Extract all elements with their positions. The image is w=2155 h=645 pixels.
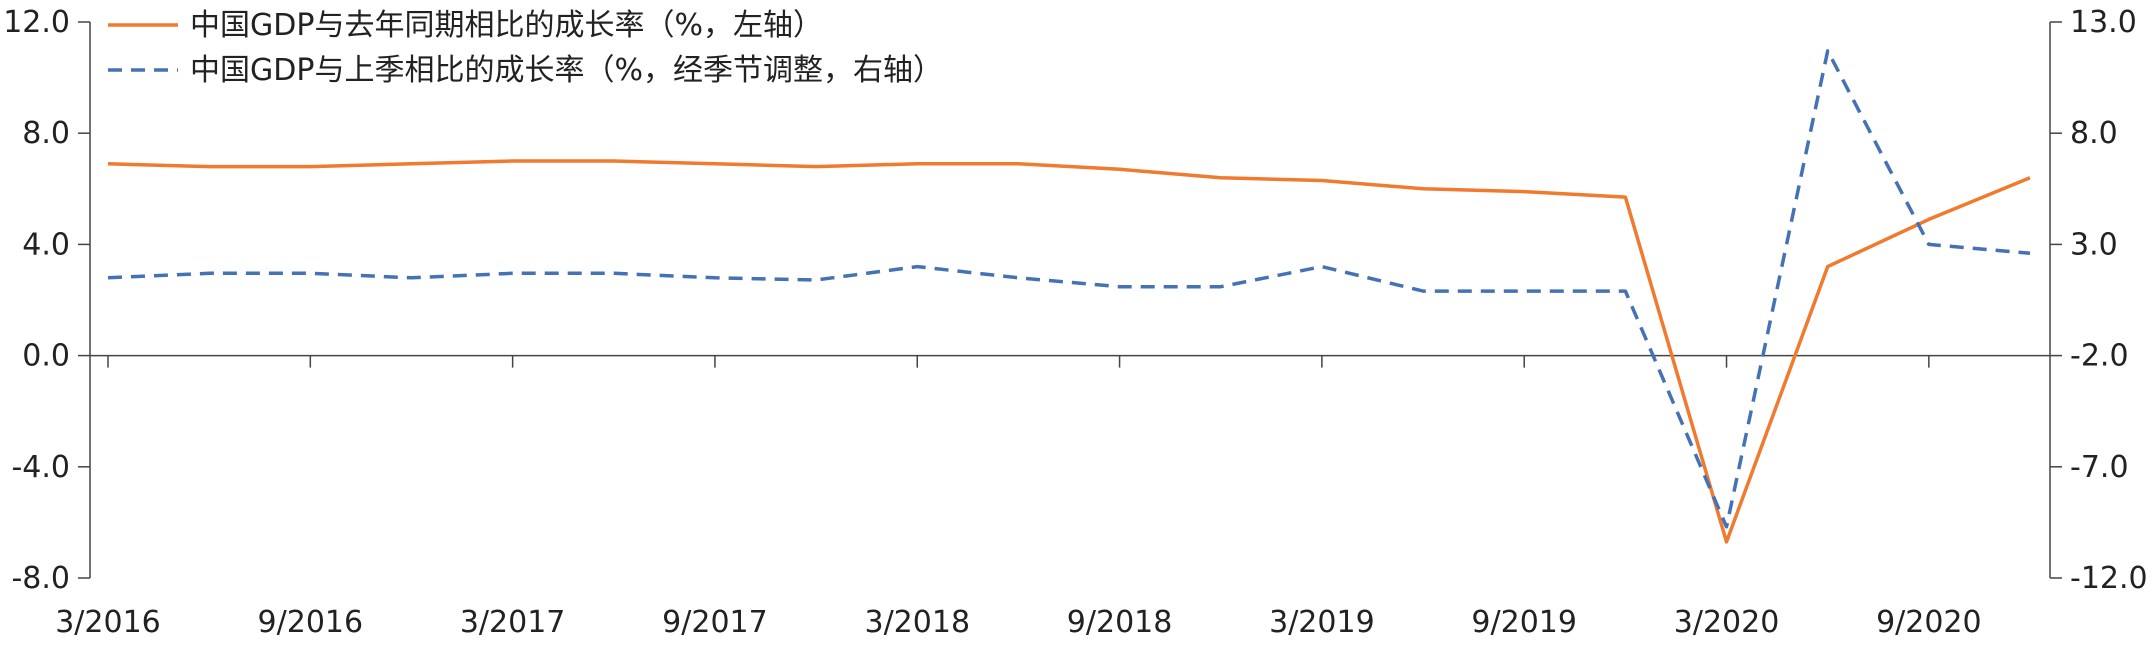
x-tick-label: 9/2018 — [1067, 605, 1173, 640]
x-tick-label: 3/2018 — [864, 605, 970, 640]
x-tick-label: 3/2019 — [1269, 605, 1375, 640]
series-layer — [107, 49, 2031, 544]
left-tick-label: 4.0 — [22, 227, 70, 262]
right-tick-label: -7.0 — [2070, 450, 2129, 485]
left-tick-label: 0.0 — [22, 339, 70, 374]
right-tick-label: -12.0 — [2070, 561, 2148, 596]
legend: 中国GDP与去年同期相比的成长率（%，左轴） 中国GDP与上季相比的成长率（%，… — [108, 8, 943, 88]
x-tick-label: 9/2020 — [1876, 605, 1982, 640]
x-tick-label: 3/2017 — [460, 605, 566, 640]
right-axis-ticks: 13.0 8.0 3.0 -2.0 -7.0 -12.0 — [2050, 5, 2148, 596]
x-tick-label: 9/2016 — [258, 605, 364, 640]
x-tick-label: 3/2016 — [55, 605, 161, 640]
x-tick-label: 9/2017 — [662, 605, 768, 640]
legend-label-qoq: 中国GDP与上季相比的成长率（%，经季节调整，右轴） — [190, 53, 943, 88]
x-axis-ticks: 3/2016 9/2016 3/2017 9/2017 3/2018 9/2018 3/20… — [55, 355, 1982, 640]
x-tick-label: 3/2020 — [1674, 605, 1780, 640]
left-tick-label: -8.0 — [11, 561, 70, 596]
right-tick-label: 8.0 — [2070, 116, 2118, 151]
left-axis-ticks: 12.0 8.0 4.0 0.0 -4.0 -8.0 — [3, 5, 90, 596]
right-tick-label: 13.0 — [2070, 5, 2137, 40]
legend-label-yoy: 中国GDP与去年同期相比的成长率（%，左轴） — [190, 8, 823, 43]
left-tick-label: 8.0 — [22, 116, 70, 151]
qoq-growth-line — [107, 49, 2031, 529]
right-tick-label: -2.0 — [2070, 339, 2129, 374]
yoy-growth-line — [107, 159, 2031, 544]
right-tick-label: 3.0 — [2070, 227, 2118, 262]
x-tick-label: 9/2019 — [1471, 605, 1577, 640]
left-tick-label: -4.0 — [11, 450, 70, 485]
left-tick-label: 12.0 — [3, 5, 70, 40]
